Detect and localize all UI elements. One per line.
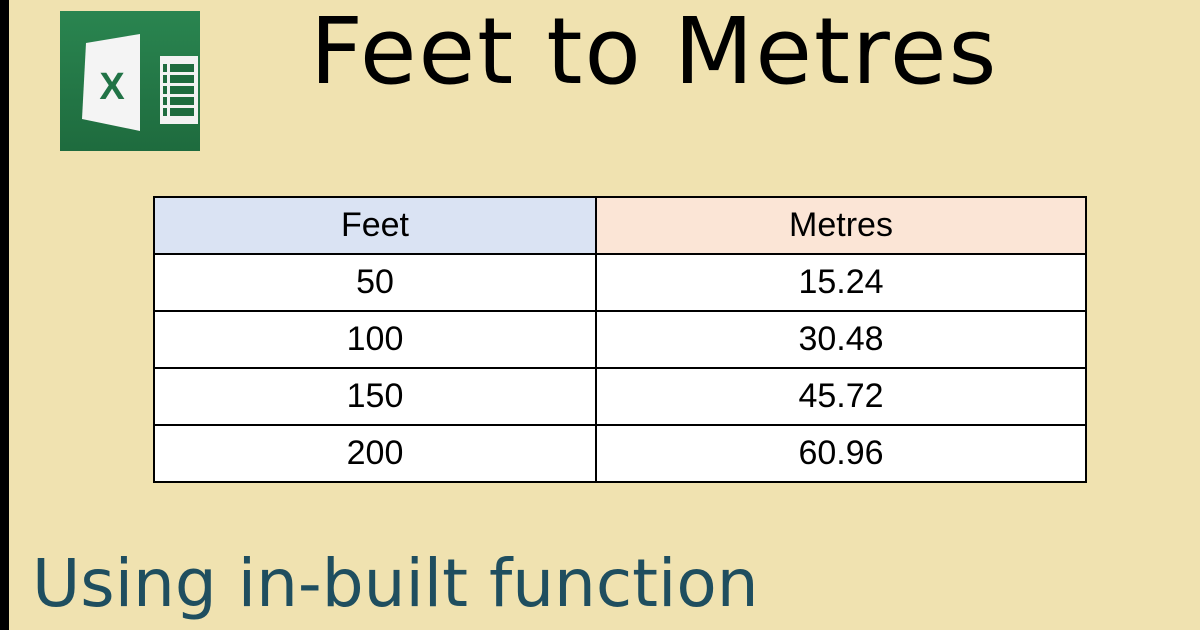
cell-metres: 60.96 — [595, 424, 1087, 483]
cell-metres: 15.24 — [595, 253, 1087, 312]
cell-feet: 50 — [153, 253, 597, 312]
table-header-row: Feet Metres — [153, 196, 1087, 255]
cell-feet: 150 — [153, 367, 597, 426]
table-row: 150 45.72 — [153, 367, 1087, 426]
excel-icon: X — [60, 11, 200, 151]
subtitle: Using in-built function — [32, 545, 759, 622]
table-row: 50 15.24 — [153, 253, 1087, 312]
conversion-table: Feet Metres 50 15.24 100 30.48 150 45.72 20… — [153, 196, 1087, 483]
cell-metres: 45.72 — [595, 367, 1087, 426]
logo-letter: X — [99, 66, 125, 108]
table-row: 200 60.96 — [153, 424, 1087, 483]
header-metres: Metres — [595, 196, 1087, 255]
cell-metres: 30.48 — [595, 310, 1087, 369]
page-title: Feet to Metres — [310, 0, 999, 105]
header-feet: Feet — [153, 196, 597, 255]
cell-feet: 200 — [153, 424, 597, 483]
left-border — [0, 0, 9, 630]
cell-feet: 100 — [153, 310, 597, 369]
table-row: 100 30.48 — [153, 310, 1087, 369]
